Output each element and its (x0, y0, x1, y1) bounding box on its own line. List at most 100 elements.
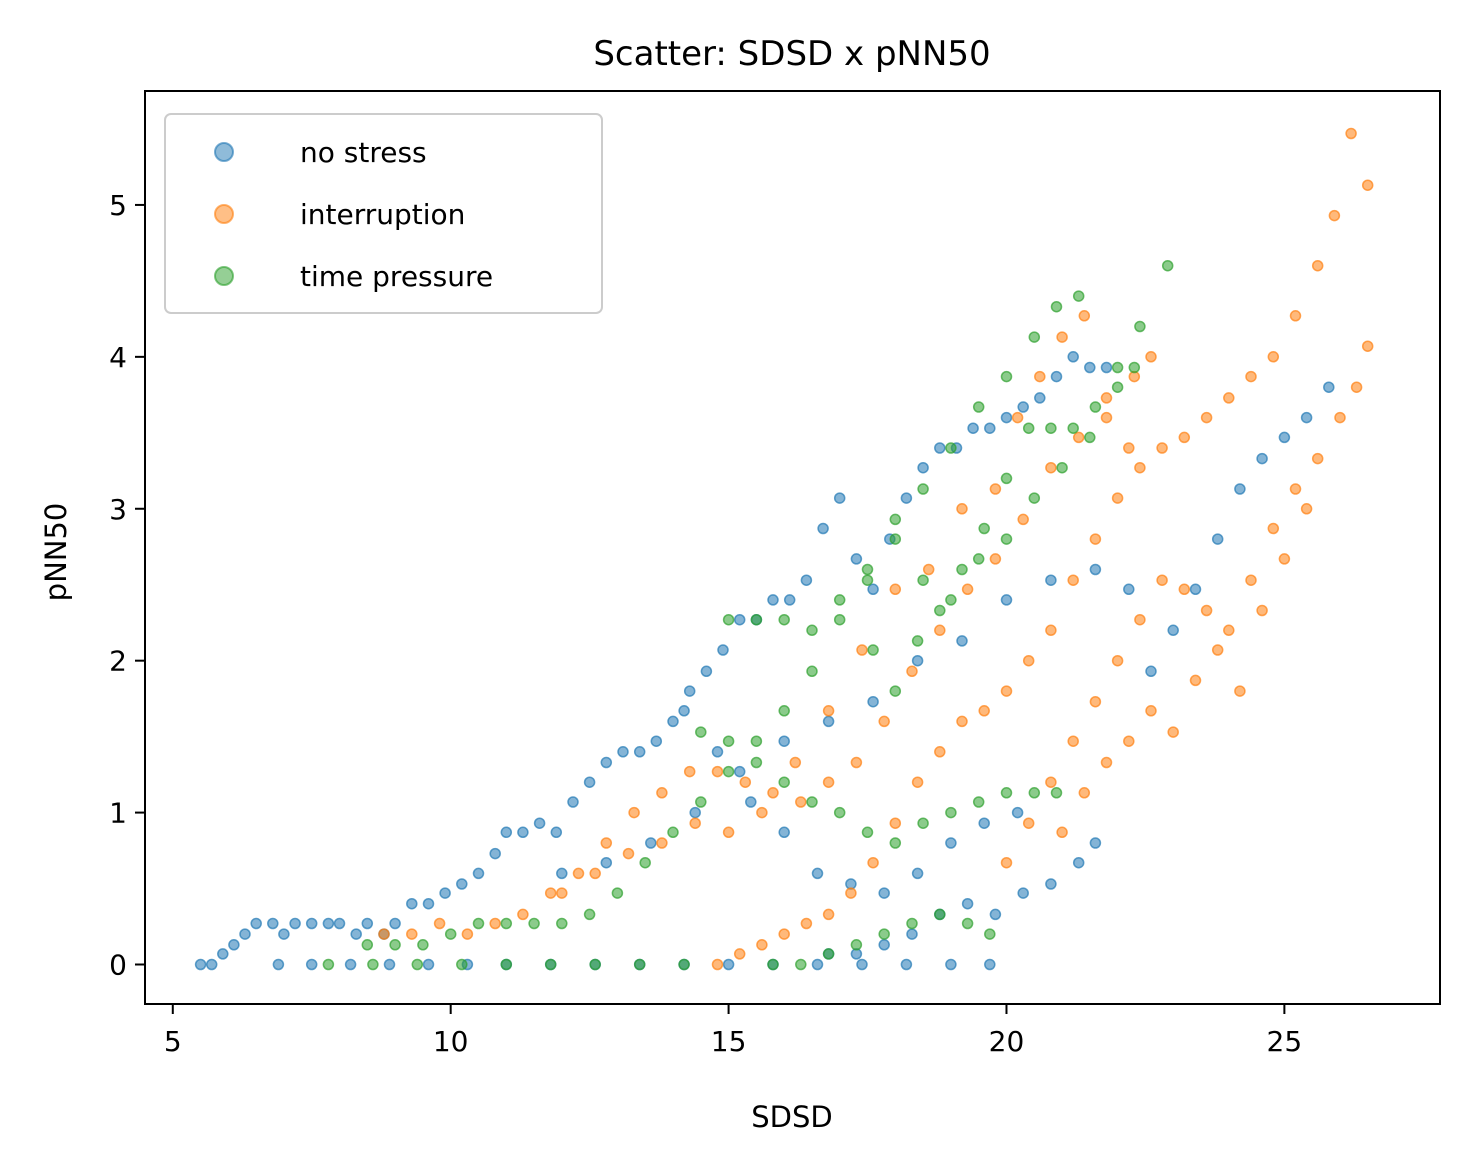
data-point (1178, 583, 1191, 596)
data-point (1145, 351, 1157, 363)
legend-marker-no-stress (214, 142, 234, 162)
data-point (389, 939, 401, 951)
data-point (1111, 654, 1124, 667)
data-point (367, 958, 379, 971)
data-point (811, 867, 824, 880)
data-point (1050, 787, 1063, 799)
data-point (972, 553, 985, 565)
data-point (1078, 310, 1091, 322)
data-point (689, 817, 701, 829)
data-point (411, 958, 424, 971)
data-point (1128, 361, 1141, 374)
data-point (639, 856, 651, 869)
data-point (733, 613, 746, 626)
data-point (228, 939, 240, 951)
data-point (1067, 574, 1079, 586)
data-point (806, 796, 818, 808)
data-point (472, 867, 485, 880)
data-point (856, 958, 868, 971)
data-point (778, 735, 790, 747)
data-point (1111, 492, 1124, 504)
data-point (878, 928, 890, 940)
data-point (978, 705, 990, 717)
data-point (783, 594, 796, 606)
data-point (1045, 776, 1057, 788)
legend-label-interruption: interruption (300, 198, 465, 231)
data-point (889, 513, 902, 526)
data-point (667, 826, 679, 839)
data-point (722, 613, 735, 626)
data-point (1089, 533, 1102, 545)
data-point (1278, 431, 1291, 444)
data-point (917, 817, 929, 829)
data-point (906, 928, 918, 940)
data-point (683, 685, 696, 697)
data-point (1189, 583, 1202, 596)
data-point (1000, 787, 1013, 799)
series-interruption (378, 127, 1374, 971)
data-point (739, 776, 752, 788)
data-point (733, 948, 746, 960)
data-point (1072, 431, 1085, 444)
data-point (1145, 665, 1157, 678)
data-point (678, 958, 690, 971)
data-point (1056, 331, 1068, 343)
data-point (461, 928, 474, 940)
data-point (778, 613, 790, 626)
data-point (1361, 179, 1374, 191)
data-point (956, 563, 968, 576)
data-point (800, 917, 813, 930)
data-point (1256, 604, 1268, 617)
data-point (800, 574, 813, 586)
data-point (267, 917, 279, 930)
data-point (833, 613, 846, 626)
data-point (1022, 817, 1035, 829)
data-point (1200, 604, 1213, 617)
data-point (322, 917, 335, 930)
data-point (600, 756, 613, 769)
data-point (889, 533, 902, 545)
data-point (1045, 624, 1057, 637)
data-point (1072, 856, 1085, 869)
data-point (1045, 422, 1057, 434)
data-point (456, 958, 468, 971)
data-point (934, 746, 946, 758)
data-point (272, 958, 285, 971)
data-point (1123, 735, 1135, 747)
data-point (1245, 370, 1257, 383)
y-tick-label: 5 (109, 189, 127, 222)
data-point (1245, 574, 1257, 586)
y-tick-label: 1 (109, 797, 127, 830)
data-point (1000, 472, 1013, 485)
data-point (305, 917, 318, 930)
data-point (1067, 351, 1079, 363)
data-point (583, 908, 596, 921)
data-point (789, 756, 802, 769)
data-point (1189, 674, 1202, 687)
data-point (1000, 533, 1013, 545)
data-point (1311, 452, 1324, 465)
data-point (1156, 442, 1168, 454)
data-point (878, 939, 890, 951)
data-point (361, 917, 374, 930)
data-point (945, 958, 957, 971)
data-point (1045, 461, 1057, 474)
data-point (650, 735, 663, 747)
data-point (1267, 522, 1280, 535)
data-point (956, 503, 968, 515)
data-point (550, 826, 563, 839)
data-point (645, 837, 657, 849)
data-point (633, 746, 646, 758)
data-point (389, 917, 401, 930)
data-point (984, 928, 996, 940)
data-point (383, 958, 396, 971)
data-point (1100, 756, 1113, 769)
data-point (600, 837, 613, 849)
data-point (978, 522, 990, 535)
data-point (1167, 726, 1179, 738)
data-point (1100, 392, 1113, 404)
data-point (889, 837, 902, 849)
data-point (850, 939, 863, 951)
data-point (1017, 513, 1029, 526)
data-point (806, 624, 818, 637)
